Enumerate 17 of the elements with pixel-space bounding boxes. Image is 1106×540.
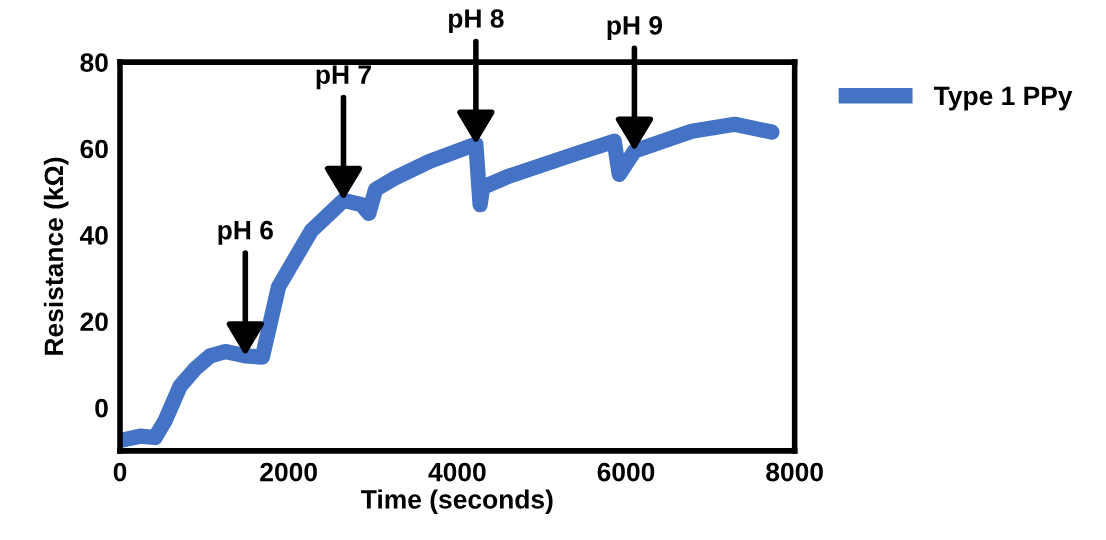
x-tick-label: 4000 (428, 462, 486, 482)
x-tick-label: 8000 (766, 462, 823, 482)
x-tick-label: 2000 (260, 462, 317, 482)
annotation: pH 6 (218, 220, 273, 245)
x-tick-label: 6000 (597, 462, 655, 482)
y-tick-label: 40 (79, 226, 108, 245)
y-axis-title: Resistance (kΩ) (43, 157, 69, 355)
annotation: pH 8 (449, 9, 504, 34)
annotation: pH 7 (316, 65, 371, 90)
y-tick-label: 60 (80, 139, 108, 159)
annotation: pH 9 (607, 16, 663, 40)
y-tick-label: 0 (95, 398, 108, 418)
x-tick-label: 0 (113, 462, 127, 482)
legend-label: Type 1 PPy (933, 86, 1073, 111)
x-axis-title: Time (seconds) (361, 489, 553, 514)
y-tick-label: 80 (80, 53, 108, 72)
y-tick-label: 20 (80, 312, 108, 332)
